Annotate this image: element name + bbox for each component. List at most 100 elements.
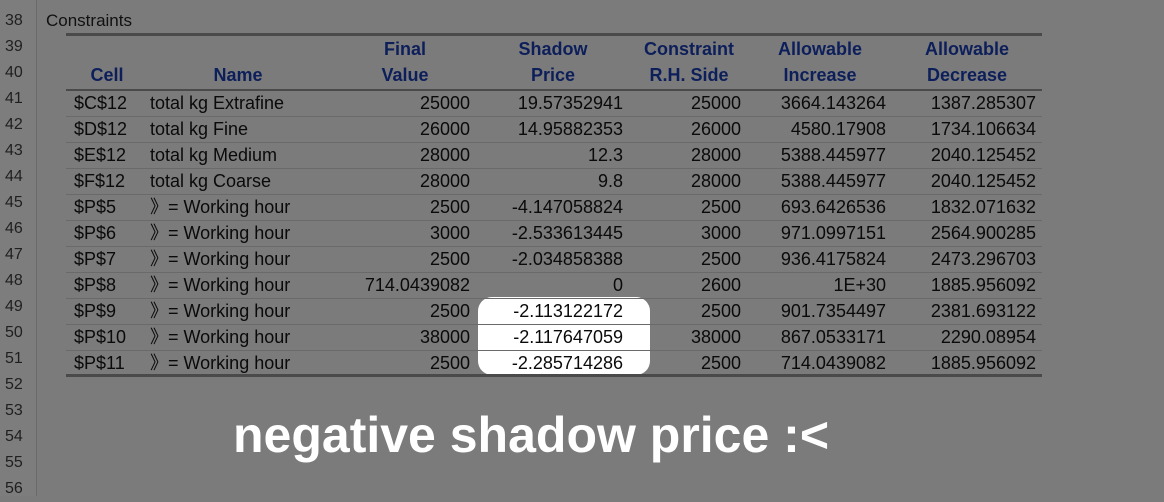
cell-cell: $P$6 — [74, 223, 117, 243]
cell-rhs: 2500 — [700, 353, 741, 373]
row-divider — [66, 168, 1042, 169]
cell-dec: 1387.285307 — [930, 93, 1036, 113]
cell-name: total kg Fine — [150, 119, 249, 139]
cell-rhs: 2500 — [700, 301, 741, 321]
row-number: 56 — [5, 480, 23, 497]
cell-dec: 1885.956092 — [930, 275, 1036, 295]
cell-cell: $F$12 — [74, 171, 126, 191]
cell-rhs: 25000 — [690, 93, 741, 113]
cell-rhs: 38000 — [690, 327, 741, 347]
row-number: 40 — [5, 64, 23, 81]
cell-shadow: 12.3 — [587, 145, 623, 165]
cell-rhs: 2600 — [700, 275, 741, 295]
cell-dec: 2564.900285 — [930, 223, 1036, 243]
header-cell: Cell — [90, 65, 124, 85]
cell-inc: 971.0997151 — [780, 223, 886, 243]
row-number: 50 — [5, 324, 23, 341]
cell-dec: 2473.296703 — [930, 249, 1036, 269]
row-number: 41 — [5, 90, 23, 107]
row-number: 49 — [5, 298, 23, 315]
cell-shadow: -4.147058824 — [511, 197, 623, 217]
cell-name: 》= Working hour — [150, 197, 291, 217]
cell-final: 2500 — [429, 353, 470, 373]
row-divider — [66, 324, 1042, 325]
row-divider — [66, 116, 1042, 117]
cell-inc: 3664.143264 — [780, 93, 886, 113]
cell-name: 》= Working hour — [150, 301, 291, 321]
header-shadow-2: Price — [530, 65, 576, 85]
cell-shadow: -2.285714286 — [511, 353, 623, 373]
cell-name: total kg Extrafine — [150, 93, 285, 113]
cell-dec: 1832.071632 — [930, 197, 1036, 217]
row-divider — [66, 194, 1042, 195]
row-number: 38 — [5, 12, 23, 29]
header-decrease-2: Decrease — [926, 65, 1008, 85]
cell-final: 3000 — [429, 223, 470, 243]
cell-inc: 5388.445977 — [780, 171, 886, 191]
cell-inc: 936.4175824 — [780, 249, 886, 269]
cell-name: 》= Working hour — [150, 353, 291, 373]
row-number: 51 — [5, 350, 23, 367]
cell-cell: $P$7 — [74, 249, 117, 269]
row-number: 55 — [5, 454, 23, 471]
cell-rhs: 2500 — [700, 249, 741, 269]
cell-dec: 2381.693122 — [930, 301, 1036, 321]
cell-final: 714.0439082 — [364, 275, 470, 295]
header-final-2: Value — [381, 65, 429, 85]
cell-cell: $P$8 — [74, 275, 117, 295]
cell-final: 2500 — [429, 197, 470, 217]
row-divider — [66, 350, 1042, 351]
cell-dec: 2040.125452 — [930, 145, 1036, 165]
cell-final: 38000 — [419, 327, 470, 347]
row-number-column: 38 39 40 41 42 43 44 45 46 47 48 49 50 51 52 53 54 55 56 — [0, 0, 37, 497]
cell-shadow: -2.117647059 — [513, 327, 623, 347]
cell-cell: $P$11 — [74, 353, 125, 373]
header-decrease-1: Allowable — [924, 39, 1009, 59]
cell-rhs: 3000 — [700, 223, 741, 243]
row-number: 52 — [5, 376, 23, 393]
cell-shadow: 14.95882353 — [517, 119, 623, 139]
cell-shadow: -2.113122172 — [513, 301, 623, 321]
section-title: Constraints — [46, 11, 132, 30]
row-number: 43 — [5, 142, 23, 159]
cell-rhs: 2500 — [700, 197, 741, 217]
cell-inc: 714.0439082 — [780, 353, 886, 373]
table-top-border — [66, 33, 1042, 36]
header-constraint-1: Constraint — [644, 39, 734, 59]
row-divider — [66, 272, 1042, 273]
cell-shadow: -2.034858388 — [511, 249, 623, 269]
cell-inc: 5388.445977 — [780, 145, 886, 165]
cell-name: total kg Coarse — [150, 171, 272, 191]
header-increase-2: Increase — [783, 65, 857, 85]
row-divider — [66, 142, 1042, 143]
header-name: Name — [213, 65, 263, 85]
row-number: 54 — [5, 428, 23, 445]
row-number: 45 — [5, 194, 23, 211]
row-divider — [66, 220, 1042, 221]
cell-inc: 1E+30 — [833, 275, 886, 295]
cell-name: 》= Working hour — [150, 223, 291, 243]
cell-dec: 2040.125452 — [930, 171, 1036, 191]
cell-final: 28000 — [419, 171, 470, 191]
cell-inc: 693.6426536 — [780, 197, 886, 217]
row-number: 44 — [5, 168, 23, 185]
header-constraint-2: R.H. Side — [649, 65, 729, 85]
cell-inc: 867.0533171 — [780, 327, 886, 347]
cell-final: 25000 — [419, 93, 470, 113]
cell-shadow: 19.57352941 — [517, 93, 623, 113]
cell-final: 2500 — [429, 249, 470, 269]
header-increase-1: Allowable — [777, 39, 862, 59]
cell-final: 28000 — [419, 145, 470, 165]
row-number: 53 — [5, 402, 23, 419]
cell-rhs: 26000 — [690, 119, 741, 139]
row-number: 48 — [5, 272, 23, 289]
cell-cell: $C$12 — [74, 93, 128, 113]
cell-shadow: 0 — [612, 275, 623, 295]
cell-shadow: -2.533613445 — [511, 223, 623, 243]
cell-shadow: 9.8 — [597, 171, 623, 191]
header-border — [66, 89, 1042, 91]
cell-name: 》= Working hour — [150, 327, 291, 347]
cell-cell: $D$12 — [74, 119, 128, 139]
cell-cell: $E$12 — [74, 145, 127, 165]
cell-rhs: 28000 — [690, 171, 741, 191]
